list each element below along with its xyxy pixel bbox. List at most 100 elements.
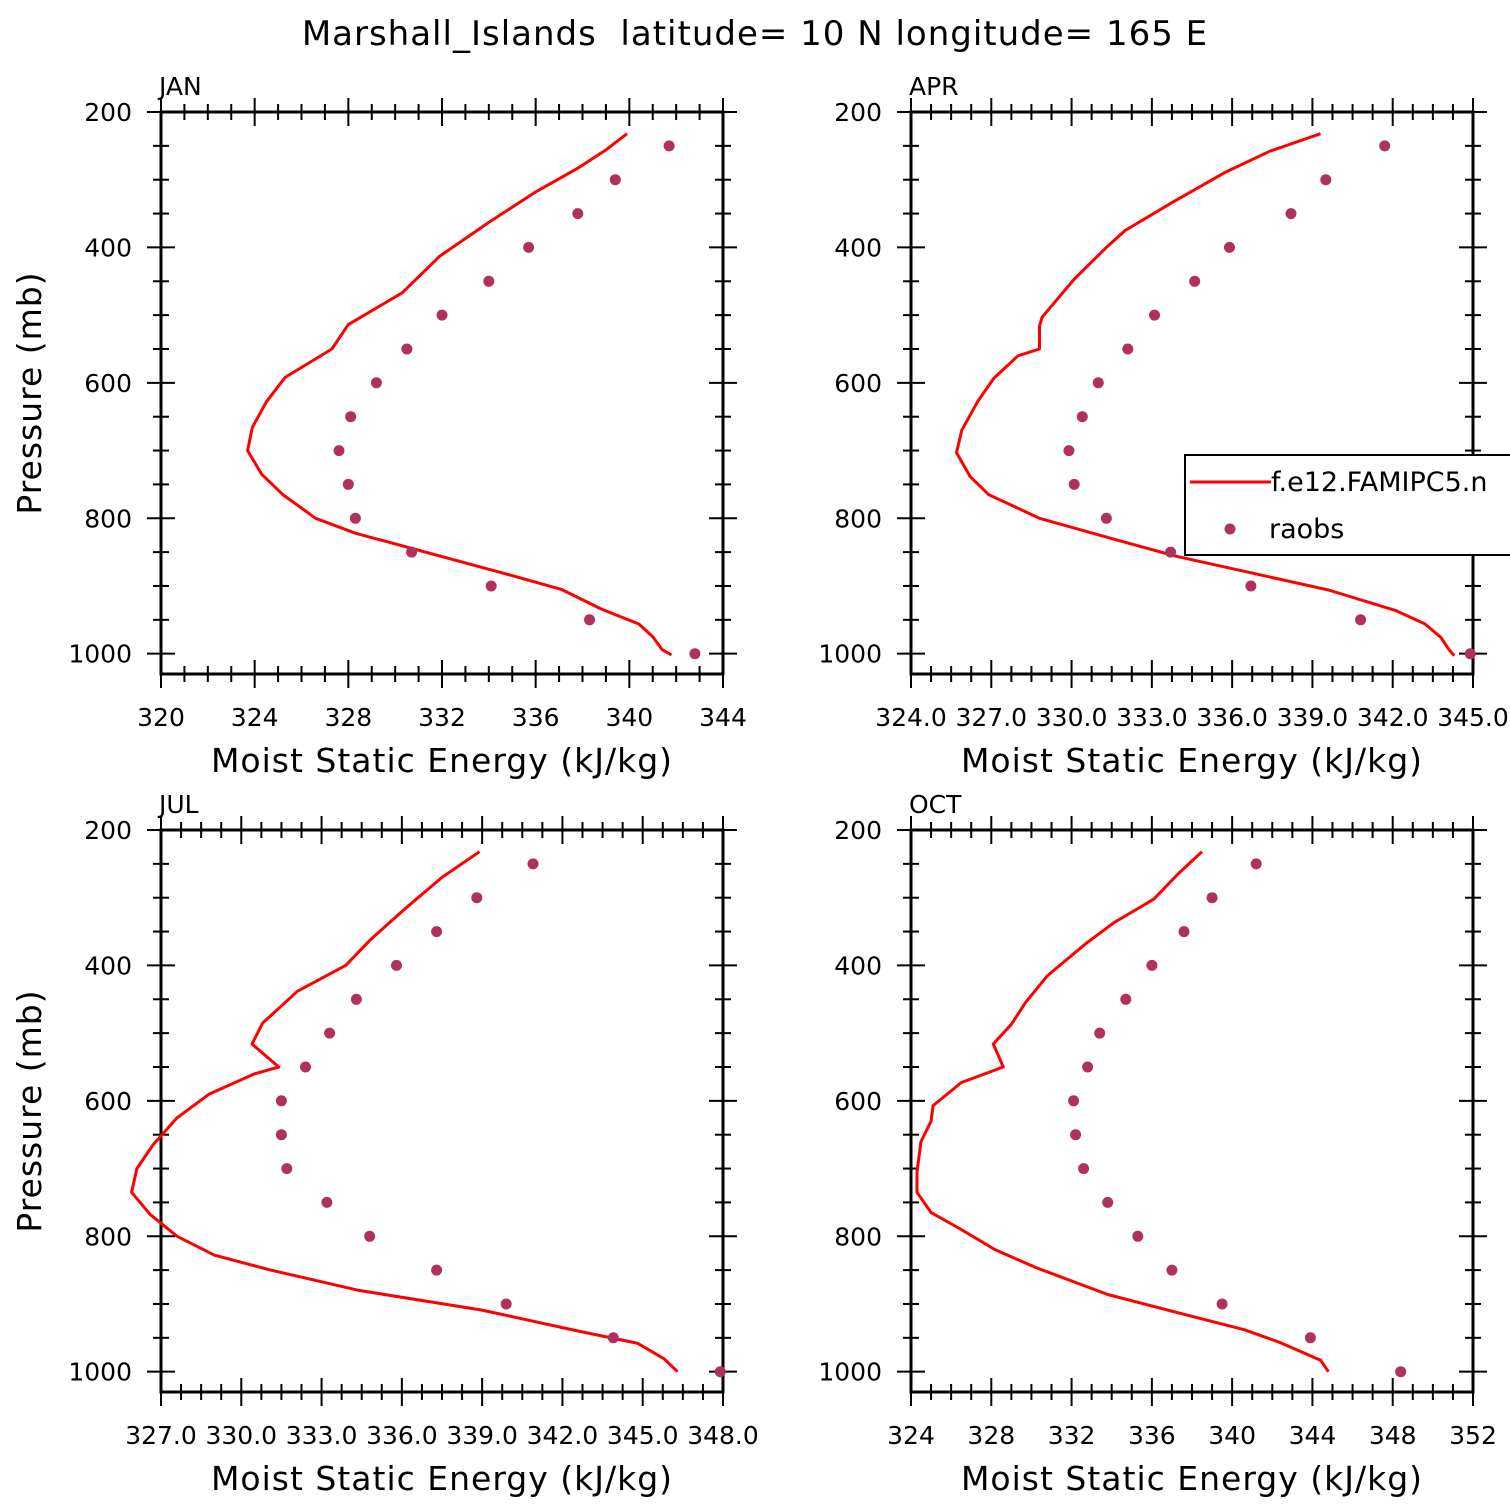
raobs-point [1395, 1366, 1407, 1378]
raobs-point [1082, 1061, 1094, 1073]
raobs-point [1078, 1163, 1090, 1175]
x-tick-label: 340 [1208, 1421, 1256, 1450]
raobs-point [1146, 959, 1158, 971]
raobs-point [281, 1163, 293, 1175]
raobs-point [572, 208, 584, 220]
x-tick-label: 332 [1048, 1421, 1096, 1450]
y-tick-label: 200 [834, 816, 882, 845]
x-tick-label: 336.0 [1196, 703, 1268, 732]
raobs-point [485, 580, 497, 592]
raobs-point [1122, 343, 1134, 355]
raobs-point [1120, 993, 1132, 1005]
raobs-point [333, 445, 345, 457]
x-axis-label: Moist Static Energy (kJ/kg) [961, 1459, 1423, 1498]
y-tick-label: 1000 [818, 640, 882, 669]
y-tick-label: 800 [84, 1222, 132, 1251]
model-series-line [246, 132, 673, 657]
plot-frame [159, 828, 725, 1394]
y-tick-label: 800 [834, 504, 882, 533]
y-tick-label: 600 [84, 369, 132, 398]
raobs-point [345, 411, 357, 423]
raobs-point [391, 959, 402, 971]
x-tick-label: 327.0 [955, 703, 1027, 732]
panel-jan: 200 400 600 800 1000 320 324 328 332 336 340 344 Moi… [10, 72, 747, 780]
raobs-point [1149, 309, 1160, 321]
x-tick-label: 324.0 [875, 703, 947, 732]
raobs-point [1206, 892, 1218, 904]
raobs-point [275, 1129, 287, 1141]
raobs-point [1464, 648, 1476, 660]
y-tick-label: 200 [84, 98, 132, 127]
raobs-point [431, 926, 443, 938]
y-tick-label: 600 [84, 1087, 132, 1116]
raobs-point [1102, 1196, 1114, 1208]
x-tick-label: 332 [418, 703, 466, 732]
raobs-point [370, 377, 382, 389]
raobs-point [1076, 411, 1088, 423]
y-tick-label: 400 [834, 951, 882, 980]
plot-frame [909, 110, 1475, 676]
raobs-point [584, 614, 595, 626]
raobs-point [300, 1061, 311, 1073]
model-series-line [915, 850, 1330, 1373]
y-tick-label: 1000 [68, 1358, 132, 1387]
raobs-point [1165, 546, 1177, 558]
raobs-point [1068, 478, 1080, 490]
legend: f.e12.FAMIPC5.n raobs [1184, 454, 1510, 556]
raobs-point [714, 1366, 726, 1378]
raobs-point [275, 1095, 287, 1107]
x-tick-label: 344 [1289, 1421, 1337, 1450]
x-tick-label: 345.0 [607, 1421, 679, 1450]
x-tick-label: 330.0 [205, 1421, 277, 1450]
raobs-point [1132, 1230, 1144, 1242]
raobs-point [1166, 1264, 1178, 1276]
raobs-point [1100, 512, 1112, 524]
raobs-point [1355, 614, 1367, 626]
raobs-point [401, 343, 413, 355]
raobs-point [324, 1027, 336, 1039]
raobs-point [1070, 1129, 1082, 1141]
y-axis-label: Pressure (mb) [10, 989, 49, 1232]
legend-box [1184, 454, 1510, 556]
raobs-point [1189, 275, 1201, 287]
panel-title: JUL [157, 790, 199, 819]
panel-jul: 200 400 600 800 1000 327.0 330.0 333.0 336.0 339.… [10, 790, 759, 1498]
x-tick-label: 333.0 [286, 1421, 358, 1450]
panel-title: JAN [157, 72, 202, 101]
legend-raobs-marker [1224, 523, 1236, 535]
y-tick-label: 600 [834, 369, 882, 398]
raobs-point [471, 892, 483, 904]
raobs-point [1216, 1298, 1228, 1310]
x-tick-label: 336 [512, 703, 560, 732]
x-axis-label: Moist Static Energy (kJ/kg) [961, 741, 1423, 780]
x-tick-label: 333.0 [1116, 703, 1188, 732]
x-tick-label: 348.0 [687, 1421, 759, 1450]
raobs-point [1224, 241, 1235, 253]
panel-apr: 200 400 600 800 1000 324.0 327.0 330.0 333.0 336.… [818, 72, 1508, 780]
raobs-point [406, 546, 418, 558]
raobs-point [1092, 377, 1104, 389]
x-tick-label: 342.0 [1357, 703, 1429, 732]
y-axis-label: Pressure (mb) [10, 271, 49, 514]
raobs-point [342, 478, 354, 490]
x-tick-label: 345.0 [1437, 703, 1509, 732]
x-tick-label: 348 [1369, 1421, 1417, 1450]
raobs-point [523, 241, 535, 253]
raobs-point [1379, 140, 1391, 152]
panel-oct: 200 400 600 800 1000 324 328 332 336 340 344 348 352… [818, 790, 1496, 1498]
x-tick-label: 324 [231, 703, 279, 732]
x-tick-label: 336 [1128, 1421, 1176, 1450]
raobs-point [1068, 1095, 1080, 1107]
raobs-point [689, 648, 701, 660]
x-tick-label: 344 [699, 703, 747, 732]
legend-raobs-label: raobs [1269, 514, 1344, 545]
raobs-point [1304, 1332, 1316, 1344]
x-tick-label: 339.0 [1277, 703, 1349, 732]
y-tick-label: 200 [834, 98, 882, 127]
raobs-point [1178, 926, 1190, 938]
x-tick-label: 340 [605, 703, 653, 732]
x-tick-label: 328 [324, 703, 372, 732]
x-tick-label: 342.0 [527, 1421, 599, 1450]
raobs-point [321, 1196, 333, 1208]
